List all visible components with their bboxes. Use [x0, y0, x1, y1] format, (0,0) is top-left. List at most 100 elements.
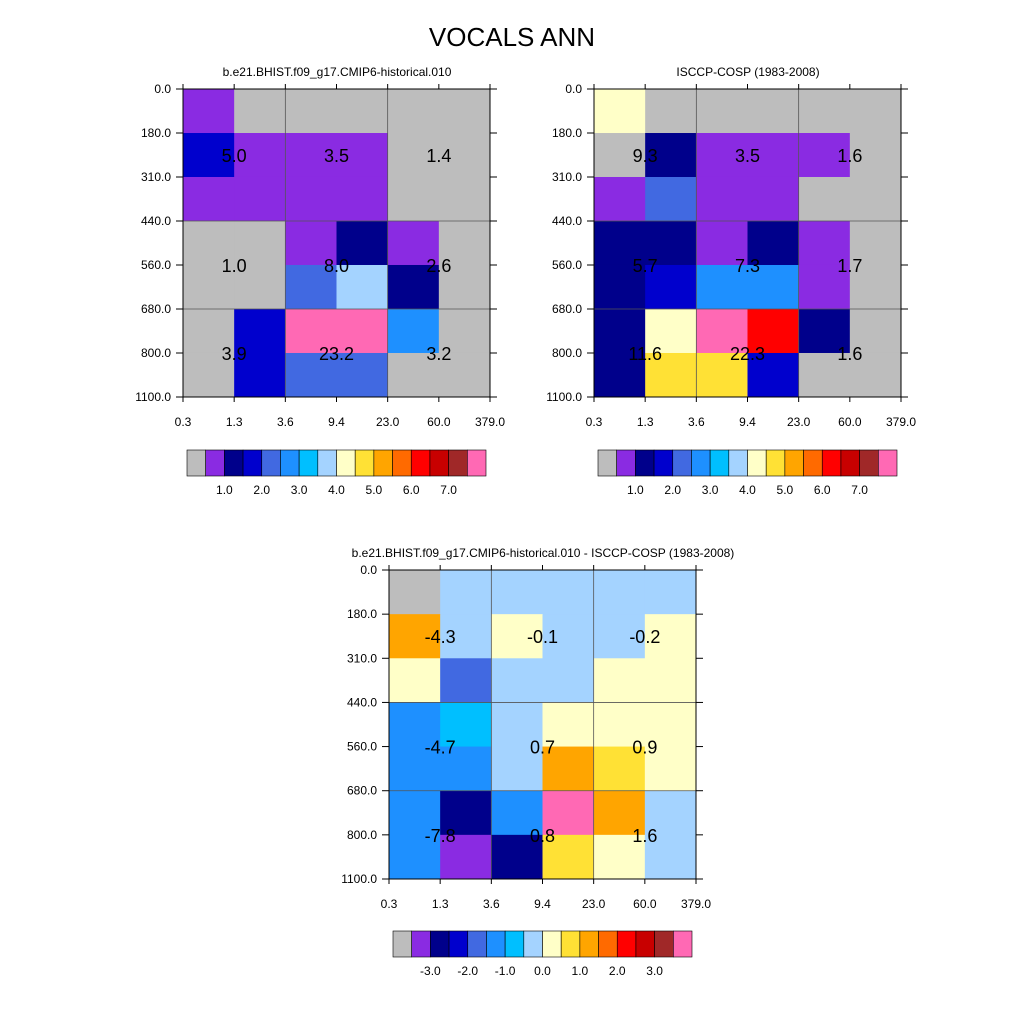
heatmap-cell — [387, 264, 440, 310]
panel-title: ISCCP-COSP (1983-2008) — [676, 65, 819, 79]
heatmap-cell — [747, 264, 800, 310]
colorbar-swatch — [803, 449, 823, 477]
panel-model: b.e21.BHIST.f09_g17.CMIP6-historical.010… — [135, 65, 505, 497]
x-tick-label: 379.0 — [475, 415, 505, 429]
x-tick-label: 3.6 — [277, 415, 294, 429]
heatmap-cell — [336, 89, 389, 134]
colorbar-label: 5.0 — [366, 483, 383, 497]
box-value-label: 11.6 — [628, 344, 662, 364]
heatmap-cell — [849, 133, 902, 178]
heatmap-cell — [438, 309, 491, 354]
box-value-label: -0.1 — [527, 627, 558, 647]
heatmap-cell — [491, 702, 543, 748]
heatmap-cell — [542, 614, 595, 659]
y-tick-label: 0.0 — [360, 563, 377, 577]
heatmap-cell — [183, 264, 235, 310]
heatmap-cell — [183, 89, 235, 134]
y-tick-label: 440.0 — [552, 214, 582, 228]
heatmap-cell — [389, 658, 441, 703]
heatmap-cell — [644, 702, 697, 748]
heatmap-cell — [183, 133, 235, 178]
heatmap-cell — [798, 89, 851, 134]
colorbar-swatch — [542, 930, 562, 958]
x-tick-label: 3.6 — [483, 897, 500, 911]
y-tick-label: 800.0 — [347, 828, 377, 842]
heatmap-cell — [849, 352, 902, 398]
colorbar-swatch — [635, 930, 655, 958]
colorbar-label: 1.0 — [627, 483, 644, 497]
heatmap-cell — [798, 176, 851, 222]
y-tick-label: 180.0 — [141, 126, 171, 140]
colorbar-swatch — [354, 449, 375, 477]
heatmap-cell — [438, 264, 491, 310]
colorbar-label: 7.0 — [851, 483, 868, 497]
box-value-label: 5.7 — [633, 256, 658, 276]
colorbar-swatch — [616, 930, 637, 958]
heatmap-cell — [440, 702, 492, 748]
box-value-label: 0.8 — [530, 826, 555, 846]
box-value-label: 0.7 — [530, 738, 555, 758]
heatmap-cell — [849, 89, 902, 134]
box-value-label: 1.4 — [426, 146, 451, 166]
box-value-label: 0.9 — [632, 738, 657, 758]
heatmap-cell — [747, 176, 800, 222]
heatmap-cell — [183, 309, 235, 354]
colorbar-swatch — [373, 449, 393, 477]
box-value-label: 9.3 — [633, 146, 658, 166]
heatmap-cell — [798, 264, 851, 310]
heatmap-cell — [285, 309, 337, 354]
heatmap-cell — [285, 264, 337, 310]
y-tick-label: 310.0 — [141, 170, 171, 184]
heatmap-cell — [387, 176, 440, 222]
y-tick-label: 180.0 — [552, 126, 582, 140]
box-value-label: 3.2 — [426, 344, 451, 364]
heatmap-cell — [747, 309, 800, 354]
heatmap-cell — [491, 790, 543, 836]
heatmap-cell — [183, 352, 235, 398]
heatmap-cell — [542, 702, 595, 748]
colorbar-swatch — [280, 449, 300, 477]
colorbar-label: 3.0 — [646, 964, 663, 978]
colorbar-swatch — [598, 930, 618, 958]
box-value-label: -0.2 — [629, 627, 660, 647]
box-value-label: -4.7 — [425, 738, 456, 758]
heatmap-cell — [594, 221, 646, 266]
colorbar-swatch — [635, 449, 655, 477]
box-value-label: 1.6 — [837, 146, 862, 166]
colorbar-swatch — [392, 930, 412, 958]
heatmap-cell — [438, 221, 491, 266]
heatmap-cell — [389, 790, 441, 836]
colorbar-label: 7.0 — [440, 483, 457, 497]
panel-obs: ISCCP-COSP (1983-2008) 0.3 1.3 3.6 9.4 23.0 6… — [546, 65, 916, 497]
heatmap-cell — [798, 133, 851, 178]
y-tick-label: 180.0 — [347, 607, 377, 621]
y-tick-label: 310.0 — [552, 170, 582, 184]
heatmap-cell — [438, 89, 491, 134]
colorbar-label: 4.0 — [739, 483, 756, 497]
colorbar-label: -2.0 — [457, 964, 478, 978]
colorbar-swatch — [224, 449, 244, 477]
box-value-label: -4.3 — [425, 627, 456, 647]
colorbar-swatch — [429, 449, 449, 477]
heatmap-cell — [849, 309, 902, 354]
heatmap-cell — [440, 658, 492, 703]
colorbar-swatch — [654, 930, 674, 958]
colorbar-swatch — [878, 449, 898, 477]
heatmap-cell — [644, 658, 697, 703]
box-value-label: 3.5 — [324, 146, 349, 166]
heatmap-cell — [644, 746, 697, 792]
heatmap-cell — [387, 221, 440, 266]
panel-title: b.e21.BHIST.f09_g17.CMIP6-historical.010… — [352, 546, 735, 560]
heatmap-cell — [387, 89, 440, 134]
colorbar-swatch — [504, 930, 525, 958]
colorbar-label: 1.0 — [216, 483, 233, 497]
y-tick-label: 0.0 — [565, 82, 582, 96]
colorbar-swatch — [821, 449, 842, 477]
heatmap-cell — [696, 133, 748, 178]
heatmap-cell — [747, 89, 800, 134]
y-tick-label: 800.0 — [552, 346, 582, 360]
heatmap-cell — [234, 89, 286, 134]
heatmap-cell — [798, 309, 851, 354]
x-tick-label: 9.4 — [739, 415, 756, 429]
y-tick-label: 440.0 — [347, 695, 377, 709]
